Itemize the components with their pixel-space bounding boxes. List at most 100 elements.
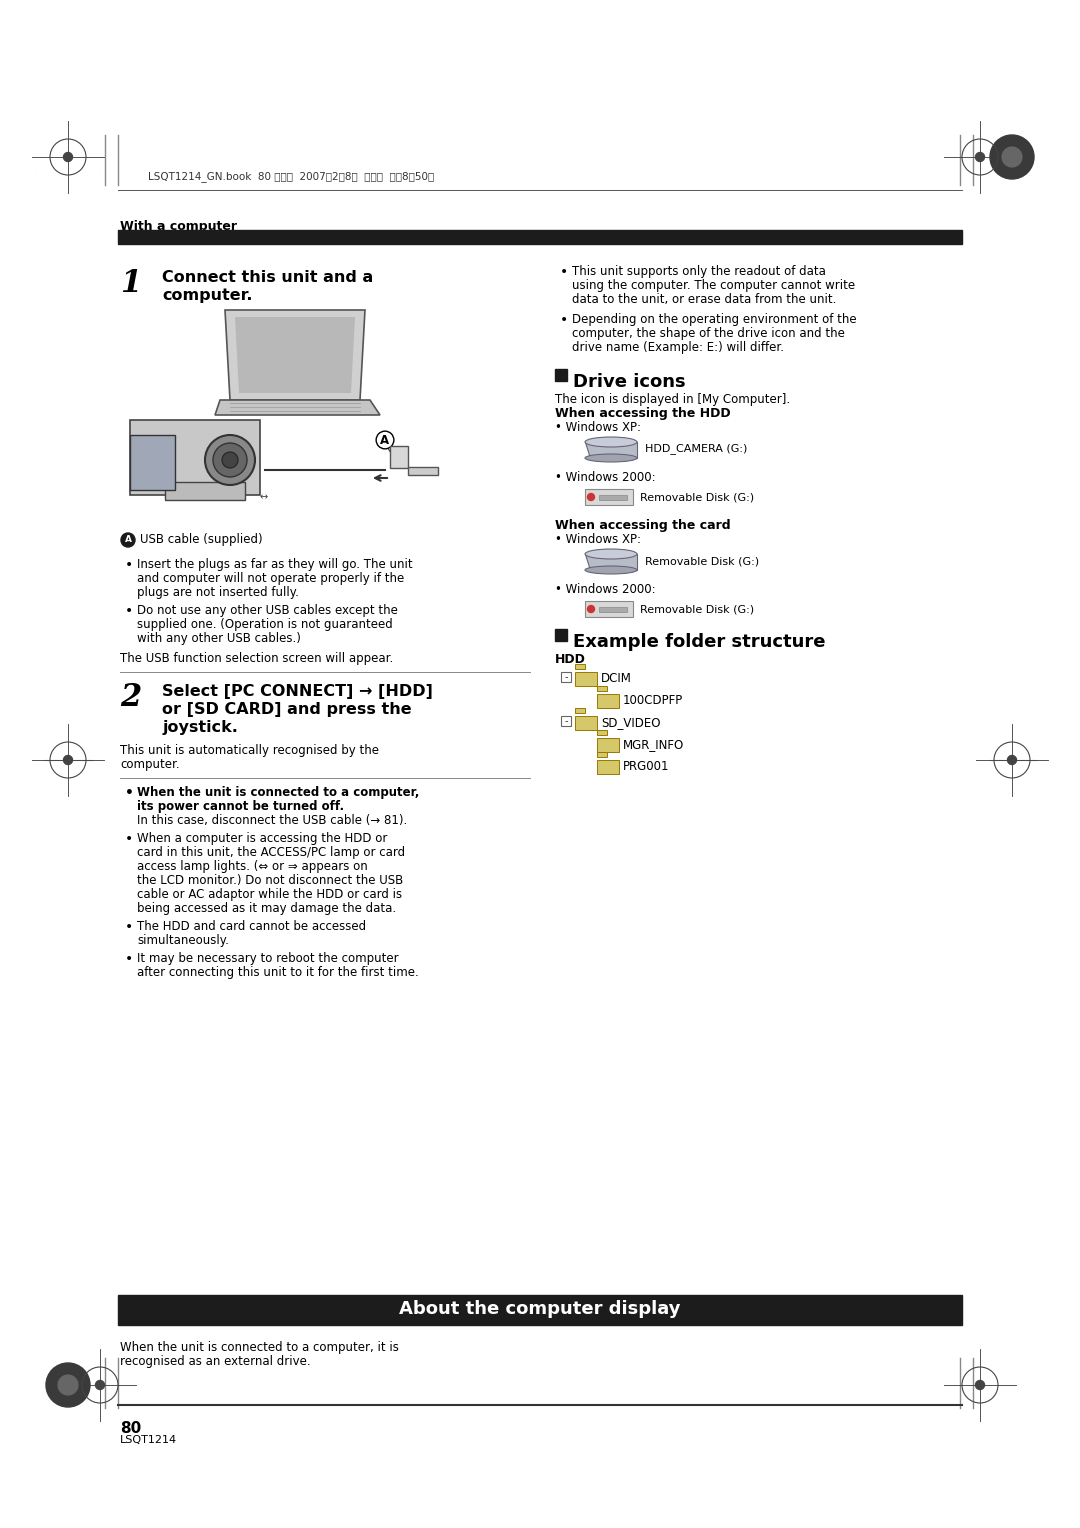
- Text: computer, the shape of the drive icon and the: computer, the shape of the drive icon an…: [572, 327, 845, 341]
- Text: DCIM: DCIM: [600, 672, 632, 686]
- Text: The icon is displayed in [My Computer].: The icon is displayed in [My Computer].: [555, 393, 791, 406]
- Text: the LCD monitor.) Do not disconnect the USB: the LCD monitor.) Do not disconnect the …: [137, 874, 403, 886]
- Text: 80: 80: [120, 1421, 141, 1436]
- Polygon shape: [235, 316, 355, 393]
- Circle shape: [64, 755, 72, 764]
- Text: Drive icons: Drive icons: [573, 373, 686, 391]
- Text: 2: 2: [120, 681, 141, 714]
- Text: When the unit is connected to a computer, it is: When the unit is connected to a computer…: [120, 1342, 399, 1354]
- Polygon shape: [585, 442, 637, 458]
- Circle shape: [58, 1375, 78, 1395]
- Text: •: •: [125, 558, 133, 571]
- Bar: [597, 730, 607, 735]
- Text: •: •: [561, 264, 568, 280]
- Bar: [585, 489, 633, 504]
- Text: HDD_CAMERA (G:): HDD_CAMERA (G:): [645, 443, 747, 454]
- Text: • Windows XP:: • Windows XP:: [555, 422, 642, 434]
- Bar: [118, 1296, 962, 1325]
- Bar: [575, 665, 585, 669]
- Circle shape: [1008, 755, 1016, 764]
- Text: In this case, disconnect the USB cable (→ 81).: In this case, disconnect the USB cable (…: [137, 814, 407, 827]
- Text: It may be necessary to reboot the computer: It may be necessary to reboot the comput…: [137, 952, 399, 966]
- Bar: [130, 435, 175, 490]
- Text: Select [PC CONNECT] → [HDD]: Select [PC CONNECT] → [HDD]: [162, 685, 433, 698]
- Circle shape: [975, 1380, 985, 1389]
- Circle shape: [33, 122, 103, 193]
- Bar: [555, 368, 567, 380]
- Text: recognised as an external drive.: recognised as an external drive.: [120, 1355, 311, 1368]
- Text: Removable Disk (G:): Removable Disk (G:): [640, 604, 754, 614]
- Polygon shape: [215, 400, 380, 416]
- Text: with any other USB cables.): with any other USB cables.): [137, 633, 301, 645]
- Circle shape: [588, 494, 594, 501]
- Circle shape: [588, 605, 594, 613]
- Text: With a computer: With a computer: [120, 220, 237, 232]
- Bar: [599, 607, 627, 613]
- Bar: [561, 717, 571, 726]
- Bar: [165, 481, 245, 500]
- Polygon shape: [225, 310, 365, 400]
- Bar: [555, 630, 567, 642]
- Text: This unit supports only the readout of data: This unit supports only the readout of d…: [572, 264, 826, 278]
- Ellipse shape: [585, 454, 637, 461]
- Text: card in this unit, the ACCESS/PC lamp or card: card in this unit, the ACCESS/PC lamp or…: [137, 847, 405, 859]
- Text: USB cable (supplied): USB cable (supplied): [140, 533, 262, 547]
- Text: after connecting this unit to it for the first time.: after connecting this unit to it for the…: [137, 966, 419, 979]
- Circle shape: [64, 153, 72, 162]
- Circle shape: [222, 452, 238, 468]
- Text: its power cannot be turned off.: its power cannot be turned off.: [137, 801, 345, 813]
- Text: cable or AC adaptor while the HDD or card is: cable or AC adaptor while the HDD or car…: [137, 888, 402, 902]
- Text: When the unit is connected to a computer,: When the unit is connected to a computer…: [137, 785, 419, 799]
- Text: ↔: ↔: [260, 492, 268, 503]
- Text: joystick.: joystick.: [162, 720, 238, 735]
- Circle shape: [205, 435, 255, 484]
- Text: Connect this unit and a: Connect this unit and a: [162, 270, 374, 286]
- Text: This unit is automatically recognised by the: This unit is automatically recognised by…: [120, 744, 379, 756]
- Text: • Windows XP:: • Windows XP:: [555, 533, 642, 545]
- Text: The HDD and card cannot be accessed: The HDD and card cannot be accessed: [137, 920, 366, 934]
- Text: About the computer display: About the computer display: [400, 1300, 680, 1319]
- Text: When a computer is accessing the HDD or: When a computer is accessing the HDD or: [137, 833, 388, 845]
- Text: computer.: computer.: [162, 287, 253, 303]
- Ellipse shape: [585, 549, 637, 559]
- Text: using the computer. The computer cannot write: using the computer. The computer cannot …: [572, 280, 855, 292]
- Text: drive name (Example: E:) will differ.: drive name (Example: E:) will differ.: [572, 341, 784, 354]
- Text: •: •: [125, 920, 133, 934]
- Bar: [575, 672, 597, 686]
- Bar: [118, 231, 962, 244]
- Circle shape: [990, 134, 1034, 179]
- Ellipse shape: [585, 437, 637, 448]
- Text: • Windows 2000:: • Windows 2000:: [555, 471, 656, 484]
- Text: supplied one. (Operation is not guaranteed: supplied one. (Operation is not guarante…: [137, 617, 393, 631]
- Text: 1: 1: [120, 267, 141, 299]
- Bar: [575, 717, 597, 730]
- Text: •: •: [125, 952, 133, 966]
- Bar: [130, 420, 260, 495]
- Text: SD_VIDEO: SD_VIDEO: [600, 717, 661, 729]
- Text: LSQT1214: LSQT1214: [120, 1435, 177, 1445]
- Bar: [561, 672, 571, 681]
- Bar: [597, 759, 619, 775]
- Text: PRG001: PRG001: [623, 761, 670, 773]
- Bar: [575, 707, 585, 714]
- Ellipse shape: [585, 565, 637, 575]
- Text: Removable Disk (G:): Removable Disk (G:): [645, 556, 759, 565]
- Text: Insert the plugs as far as they will go. The unit: Insert the plugs as far as they will go.…: [137, 558, 413, 571]
- Text: or [SD CARD] and press the: or [SD CARD] and press the: [162, 701, 411, 717]
- Circle shape: [1002, 147, 1022, 167]
- Text: Depending on the operating environment of the: Depending on the operating environment o…: [572, 313, 856, 325]
- Text: Removable Disk (G:): Removable Disk (G:): [640, 492, 754, 503]
- Circle shape: [975, 153, 985, 162]
- Polygon shape: [585, 555, 637, 570]
- Text: MGR_INFO: MGR_INFO: [623, 738, 685, 752]
- Text: LSQT1214_GN.book  80 ページ  2007年2月8日  木曜日  午後8時50分: LSQT1214_GN.book 80 ページ 2007年2月8日 木曜日 午後…: [148, 171, 434, 182]
- Text: When accessing the card: When accessing the card: [555, 520, 731, 532]
- Text: When accessing the HDD: When accessing the HDD: [555, 406, 731, 420]
- Bar: [597, 752, 607, 756]
- Circle shape: [121, 533, 135, 547]
- Text: •: •: [125, 604, 133, 617]
- Text: being accessed as it may damage the data.: being accessed as it may damage the data…: [137, 902, 396, 915]
- Text: 100CDPFP: 100CDPFP: [623, 695, 684, 707]
- Bar: [599, 495, 627, 500]
- Text: -: -: [564, 672, 568, 681]
